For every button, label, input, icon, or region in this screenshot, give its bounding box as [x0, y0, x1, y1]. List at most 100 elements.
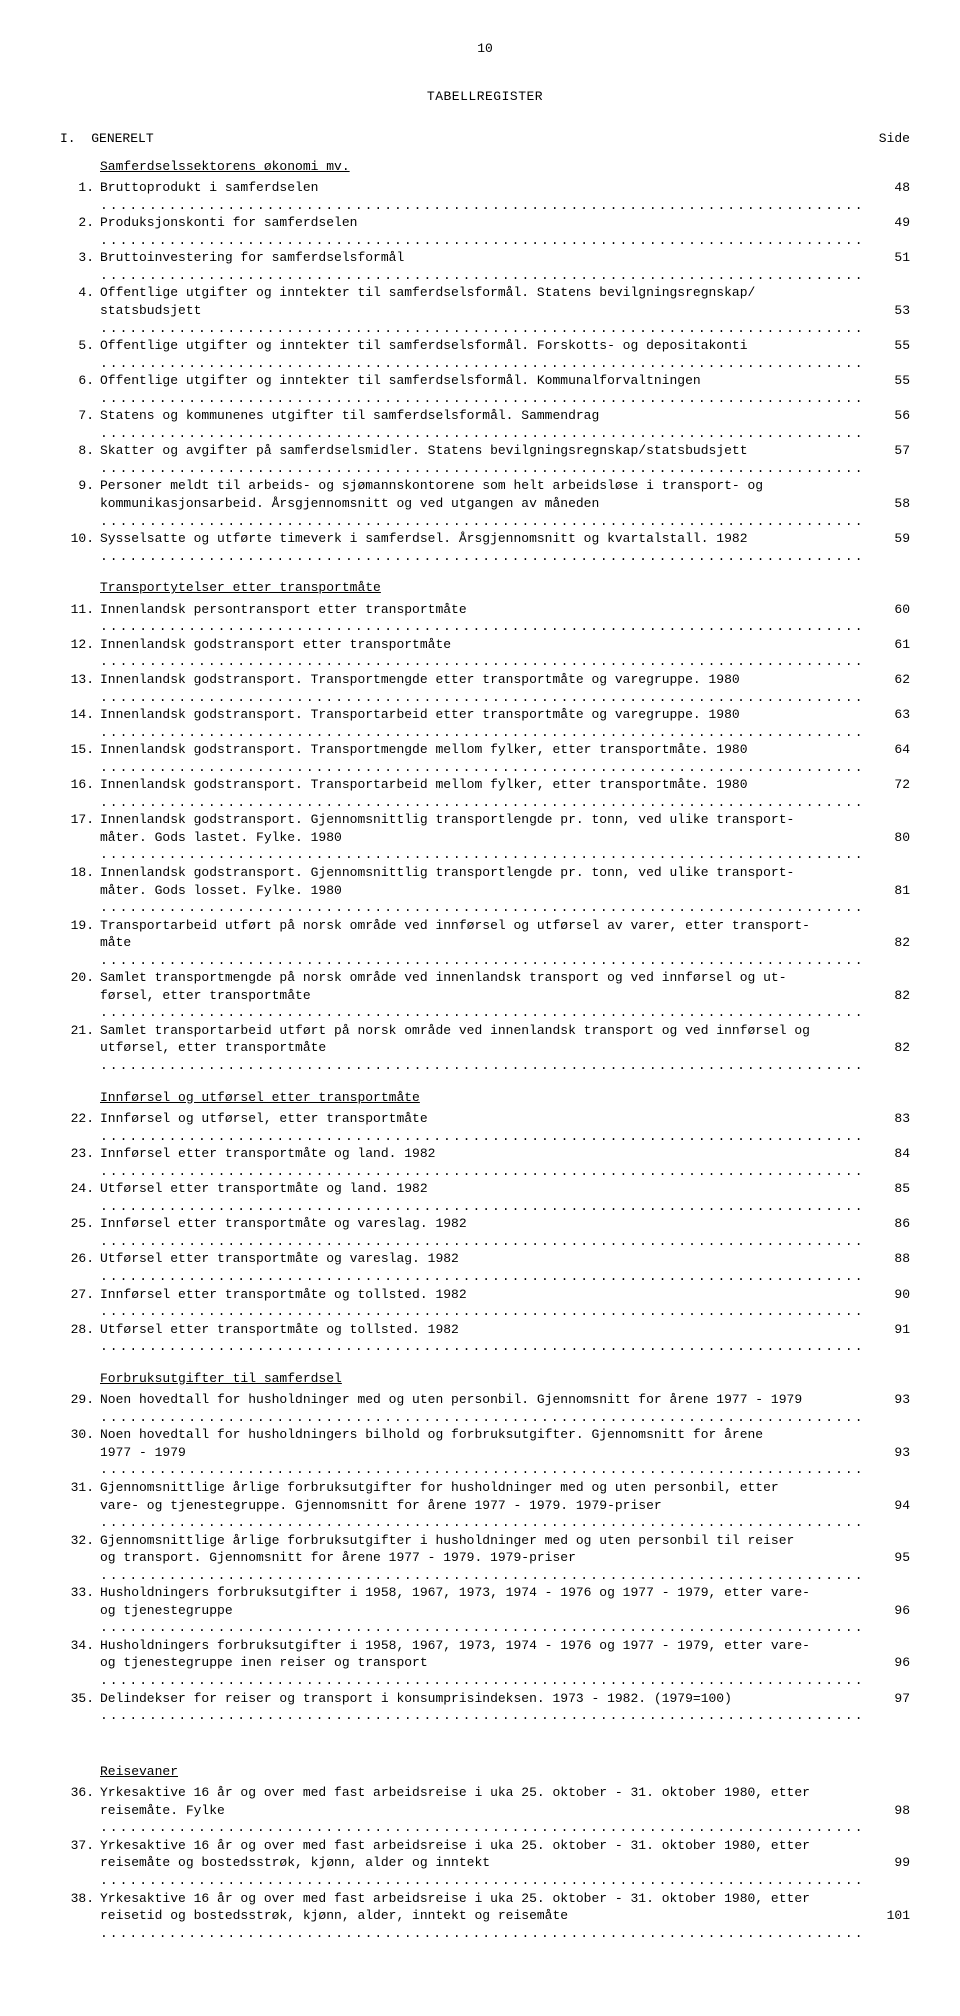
- toc-list: 22.Innførsel og utførsel, etter transpor…: [60, 1110, 910, 1356]
- toc-row: måte 82: [60, 934, 910, 969]
- toc-row: 17.Innenlandsk godstransport. Gjennomsni…: [60, 811, 910, 829]
- toc-text: Bruttoprodukt i samferdselen: [100, 179, 862, 214]
- toc-row: 26.Utførsel etter transportmåte og vares…: [60, 1250, 910, 1285]
- toc-text: Innenlandsk godstransport. Transportmeng…: [100, 741, 862, 776]
- toc-page: 59: [862, 530, 910, 548]
- toc-text: reisemåte og bostedsstrøk, kjønn, alder …: [100, 1854, 862, 1889]
- toc-text: Innførsel etter transportmåte og tollste…: [100, 1286, 862, 1321]
- toc-text: vare- og tjenestegruppe. Gjennomsnitt fo…: [100, 1497, 862, 1532]
- toc-text: Noen hovedtall for husholdningers bilhol…: [100, 1426, 862, 1444]
- toc-row: og tjenestegruppe 96: [60, 1602, 910, 1637]
- toc-text: og tjenestegruppe inen reiser og transpo…: [100, 1654, 862, 1689]
- toc-row: 33.Husholdningers forbruksutgifter i 195…: [60, 1584, 910, 1602]
- toc-number: 5.: [60, 337, 100, 355]
- toc-page: 93: [862, 1444, 910, 1462]
- toc-row: statsbudsjett 53: [60, 302, 910, 337]
- toc-page: 85: [862, 1180, 910, 1198]
- toc-page: 56: [862, 407, 910, 425]
- toc-text: Delindekser for reiser og transport i ko…: [100, 1690, 862, 1725]
- toc-page: 53: [862, 302, 910, 320]
- toc-row: reisemåte og bostedsstrøk, kjønn, alder …: [60, 1854, 910, 1889]
- toc-row: 5.Offentlige utgifter og inntekter til s…: [60, 337, 910, 372]
- toc-number: 25.: [60, 1215, 100, 1233]
- toc-row: 4.Offentlige utgifter og inntekter til s…: [60, 284, 910, 302]
- group-heading: Innførsel og utførsel etter transportmåt…: [100, 1089, 910, 1107]
- group-heading: Samferdselssektorens økonomi mv.: [100, 158, 910, 176]
- toc-page: 55: [862, 372, 910, 390]
- toc-row: 34.Husholdningers forbruksutgifter i 195…: [60, 1637, 910, 1655]
- group-heading: Reisevaner: [100, 1763, 910, 1781]
- toc-page: 101: [862, 1907, 910, 1925]
- toc-page: 61: [862, 636, 910, 654]
- toc-row: 1977 - 1979 93: [60, 1444, 910, 1479]
- toc-page: 64: [862, 741, 910, 759]
- toc-text: Yrkesaktive 16 år og over med fast arbei…: [100, 1837, 862, 1855]
- toc-text: Innførsel etter transportmåte og land. 1…: [100, 1145, 862, 1180]
- toc-number: 6.: [60, 372, 100, 390]
- toc-page: 82: [862, 1039, 910, 1057]
- toc-text: Gjennomsnittlige årlige forbruksutgifter…: [100, 1532, 862, 1550]
- toc-page: 86: [862, 1215, 910, 1233]
- toc-text: reisemåte. Fylke: [100, 1802, 862, 1837]
- toc-row: 30.Noen hovedtall for husholdningers bil…: [60, 1426, 910, 1444]
- toc-page: 72: [862, 776, 910, 794]
- toc-number: 22.: [60, 1110, 100, 1128]
- toc-page: 51: [862, 249, 910, 267]
- toc-text: Utførsel etter transportmåte og tollsted…: [100, 1321, 862, 1356]
- toc-row: 27.Innførsel etter transportmåte og toll…: [60, 1286, 910, 1321]
- toc-text: Offentlige utgifter og inntekter til sam…: [100, 337, 862, 372]
- toc-row: 32.Gjennomsnittlige årlige forbruksutgif…: [60, 1532, 910, 1550]
- toc-text: Statens og kommunenes utgifter til samfe…: [100, 407, 862, 442]
- toc-text: 1977 - 1979: [100, 1444, 862, 1479]
- toc-text: og transport. Gjennomsnitt for årene 197…: [100, 1549, 862, 1584]
- toc-row: måter. Gods losset. Fylke. 1980 81: [60, 882, 910, 917]
- group-heading: Transportytelser etter transportmåte: [100, 579, 910, 597]
- toc-page: 58: [862, 495, 910, 513]
- toc-page: 48: [862, 179, 910, 197]
- toc-text: Samlet transportmengde på norsk område v…: [100, 969, 862, 987]
- toc-page: 81: [862, 882, 910, 900]
- toc-row: 1.Bruttoprodukt i samferdselen 48: [60, 179, 910, 214]
- side-label: Side: [879, 130, 910, 148]
- toc-number: 7.: [60, 407, 100, 425]
- toc-number: 21.: [60, 1022, 100, 1040]
- toc-root: Samferdselssektorens økonomi mv. 1.Brutto…: [60, 158, 910, 1943]
- toc-number: 8.: [60, 442, 100, 460]
- toc-number: 26.: [60, 1250, 100, 1268]
- toc-page: 96: [862, 1654, 910, 1672]
- toc-row: førsel, etter transportmåte 82: [60, 987, 910, 1022]
- toc-text: reisetid og bostedsstrøk, kjønn, alder, …: [100, 1907, 862, 1942]
- toc-row: 9.Personer meldt til arbeids- og sjømann…: [60, 477, 910, 495]
- toc-text: Sysselsatte og utførte timeverk i samfer…: [100, 530, 862, 565]
- toc-text: Samlet transportarbeid utført på norsk o…: [100, 1022, 862, 1040]
- toc-page: 97: [862, 1690, 910, 1708]
- toc-text: måter. Gods lastet. Fylke. 1980: [100, 829, 862, 864]
- toc-page: 63: [862, 706, 910, 724]
- toc-page: 55: [862, 337, 910, 355]
- toc-row: 8.Skatter og avgifter på samferdselsmidl…: [60, 442, 910, 477]
- toc-row: 16.Innenlandsk godstransport. Transporta…: [60, 776, 910, 811]
- toc-row: 3.Bruttoinvestering for samferdselsformå…: [60, 249, 910, 284]
- toc-row: reisetid og bostedsstrøk, kjønn, alder, …: [60, 1907, 910, 1942]
- toc-row: 20.Samlet transportmengde på norsk områd…: [60, 969, 910, 987]
- toc-row: 21.Samlet transportarbeid utført på nors…: [60, 1022, 910, 1040]
- toc-number: 37.: [60, 1837, 100, 1855]
- toc-number: 20.: [60, 969, 100, 987]
- toc-row: vare- og tjenestegruppe. Gjennomsnitt fo…: [60, 1497, 910, 1532]
- toc-number: 23.: [60, 1145, 100, 1163]
- toc-page: 99: [862, 1854, 910, 1872]
- toc-page: 57: [862, 442, 910, 460]
- toc-number: 38.: [60, 1890, 100, 1908]
- register-title: TABELLREGISTER: [60, 88, 910, 106]
- section-roman: I.: [60, 131, 76, 146]
- toc-text: Innenlandsk godstransport etter transpor…: [100, 636, 862, 671]
- toc-row: 24.Utførsel etter transportmåte og land.…: [60, 1180, 910, 1215]
- toc-text: Husholdningers forbruksutgifter i 1958, …: [100, 1637, 862, 1655]
- toc-text: Innenlandsk persontransport etter transp…: [100, 601, 862, 636]
- toc-number: 16.: [60, 776, 100, 794]
- toc-number: 24.: [60, 1180, 100, 1198]
- toc-number: 35.: [60, 1690, 100, 1708]
- page-number: 10: [60, 40, 910, 58]
- toc-page: 60: [862, 601, 910, 619]
- toc-text: statsbudsjett: [100, 302, 862, 337]
